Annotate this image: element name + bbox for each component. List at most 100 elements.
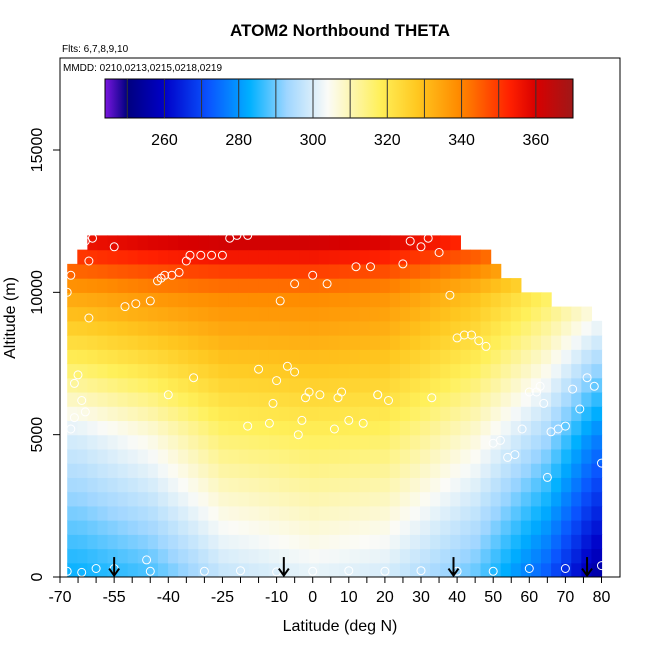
- heatmap-cell: [188, 477, 199, 493]
- heatmap-cell: [268, 477, 280, 493]
- heatmap-cell: [238, 463, 250, 478]
- heatmap-cell: [319, 349, 330, 365]
- heatmap-cell: [450, 391, 461, 407]
- heatmap-cell: [168, 562, 179, 577]
- heatmap-cell: [278, 406, 290, 422]
- heatmap-cell: [500, 335, 512, 350]
- heatmap-cell: [309, 505, 320, 521]
- heatmap-cell: [490, 306, 502, 322]
- heatmap-cell: [349, 363, 361, 379]
- heatmap-cell: [248, 420, 260, 436]
- heatmap-cell: [268, 349, 280, 365]
- flight-point: [488, 566, 498, 576]
- heatmap-cell: [228, 562, 240, 577]
- heatmap-cell: [188, 406, 199, 422]
- heatmap-cell: [480, 562, 492, 577]
- heatmap-cell: [530, 306, 542, 322]
- heatmap-cell: [329, 249, 340, 265]
- heatmap-cell: [97, 292, 109, 308]
- heatmap-cell: [107, 292, 119, 308]
- heatmap-cell: [67, 434, 78, 450]
- heatmap-cell: [168, 377, 179, 393]
- heatmap-cell: [218, 505, 230, 521]
- flight-point: [264, 418, 274, 428]
- heatmap-cell: [67, 448, 78, 464]
- heatmap-cell: [420, 377, 431, 393]
- heatmap-cell: [107, 377, 119, 393]
- heatmap-cell: [178, 448, 189, 464]
- flight-point: [196, 250, 206, 260]
- heatmap-cell: [248, 505, 260, 521]
- flight-point: [582, 373, 592, 383]
- heatmap-cell: [581, 463, 593, 478]
- heatmap-cell: [97, 562, 109, 577]
- flight-point: [423, 233, 433, 243]
- heatmap-cell: [228, 477, 240, 493]
- heatmap-cell: [117, 391, 129, 407]
- heatmap-cell: [67, 562, 78, 577]
- heatmap-cell: [258, 477, 270, 493]
- flight-point: [380, 566, 390, 576]
- colorbar-tick-label: 320: [374, 132, 401, 149]
- heatmap-cell: [389, 363, 401, 379]
- chart-title: ATOM2 Northbound THETA: [230, 21, 450, 40]
- heatmap-cell: [389, 306, 401, 322]
- heatmap-cell: [278, 363, 290, 379]
- heatmap-cell: [591, 548, 603, 564]
- heatmap-cell: [147, 292, 159, 308]
- flight-point: [232, 230, 242, 240]
- flight-point: [66, 424, 76, 434]
- heatmap-cell: [551, 434, 562, 450]
- heatmap-cell: [107, 335, 119, 350]
- heatmap-cell: [278, 491, 290, 507]
- heatmap-cell: [319, 363, 330, 379]
- heatmap-cell: [147, 391, 159, 407]
- heatmap-cell: [127, 320, 139, 336]
- heatmap-cell: [319, 278, 330, 293]
- flight-point: [174, 267, 184, 277]
- heatmap-cell: [157, 278, 169, 293]
- heatmap-cell: [238, 320, 250, 336]
- heatmap-cell: [490, 562, 502, 577]
- heatmap-cell: [500, 320, 512, 336]
- heatmap-cell: [198, 349, 209, 365]
- heatmap-cell: [420, 306, 431, 322]
- heatmap-cell: [77, 249, 88, 265]
- heatmap-cell: [409, 477, 421, 493]
- heatmap-cell: [168, 335, 179, 350]
- heatmap-cell: [147, 463, 159, 478]
- heatmap-cell: [520, 292, 532, 308]
- heatmap-cell: [369, 278, 381, 293]
- heatmap-cell: [541, 463, 552, 478]
- heatmap-cell: [329, 562, 340, 577]
- heatmap-cell: [157, 520, 169, 535]
- heatmap-cell: [137, 320, 149, 336]
- heatmap-cell: [409, 278, 421, 293]
- heatmap-cell: [117, 377, 129, 393]
- heatmap-cell: [178, 534, 189, 550]
- heatmap-cell: [450, 320, 461, 336]
- heatmap-cell: [168, 235, 179, 251]
- flight-point: [69, 378, 79, 388]
- heatmap-cell: [147, 278, 159, 293]
- heatmap-cell: [551, 562, 562, 577]
- heatmap-cell: [268, 548, 280, 564]
- heatmap-cell: [319, 249, 330, 265]
- heatmap-cell: [440, 562, 451, 577]
- heatmap-cell: [117, 520, 129, 535]
- heatmap-cell: [147, 306, 159, 322]
- heatmap-cell: [551, 377, 562, 393]
- heatmap-cell: [87, 491, 99, 507]
- heatmap-cell: [218, 406, 230, 422]
- heatmap-cell: [97, 463, 109, 478]
- heatmap-cell: [248, 491, 260, 507]
- heatmap-cell: [97, 349, 109, 365]
- heatmap-cell: [369, 320, 381, 336]
- heatmap-cell: [137, 263, 149, 279]
- heatmap-cell: [289, 520, 300, 535]
- heatmap-cell: [218, 235, 230, 251]
- heatmap-cell: [278, 434, 290, 450]
- heatmap-cell: [379, 263, 391, 279]
- heatmap-cell: [157, 306, 169, 322]
- heatmap-cell: [480, 320, 492, 336]
